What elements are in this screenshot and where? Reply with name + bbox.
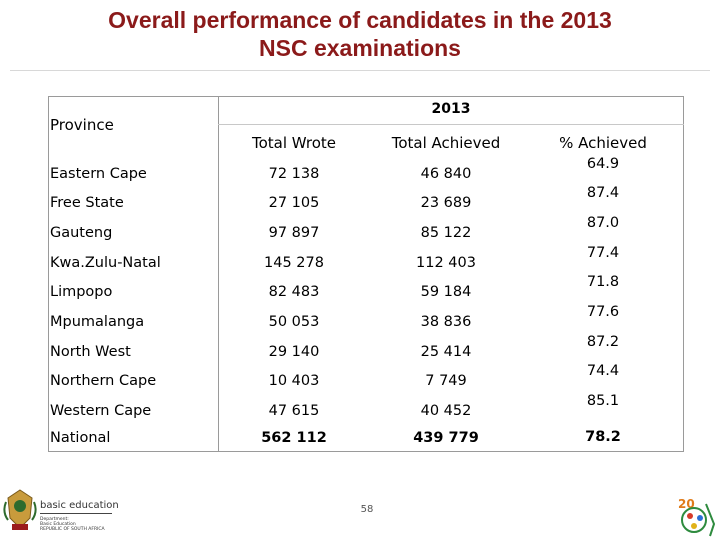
anniversary-logo-icon: 20 bbox=[676, 494, 716, 543]
province-cell: Limpopo bbox=[50, 284, 113, 300]
table-row: Eastern Cape 72 138 46 840 64.9 bbox=[0, 156, 720, 190]
table-row: Western Cape 47 615 40 452 85.1 bbox=[0, 393, 720, 427]
total-wrote-cell: 72 138 bbox=[268, 166, 320, 182]
slide-title: Overall performance of candidates in the… bbox=[0, 6, 720, 62]
page-number: 58 bbox=[360, 504, 374, 515]
table-row: Kwa.Zulu-Natal 145 278 112 403 77.4 bbox=[0, 245, 720, 279]
province-cell: Eastern Cape bbox=[50, 166, 147, 182]
table-row: Free State 27 105 23 689 87.4 bbox=[0, 185, 720, 219]
total-wrote-cell: 29 140 bbox=[268, 344, 320, 360]
department-divider bbox=[40, 513, 112, 514]
table-header-divider bbox=[218, 124, 684, 125]
coat-of-arms-icon bbox=[2, 488, 38, 541]
total-wrote-cell: 27 105 bbox=[268, 195, 320, 211]
percent-achieved-cell: 87.4 bbox=[586, 185, 620, 201]
table-row: Limpopo 82 483 59 184 71.8 bbox=[0, 274, 720, 308]
total-wrote-cell: 145 278 bbox=[264, 255, 324, 271]
title-line-1: Overall performance of candidates in the… bbox=[108, 7, 612, 33]
province-cell: Kwa.Zulu-Natal bbox=[50, 255, 161, 271]
province-cell: Mpumalanga bbox=[50, 314, 145, 330]
table-row: North West 29 140 25 414 87.2 bbox=[0, 334, 720, 368]
table-row: Mpumalanga 50 053 38 836 77.6 bbox=[0, 304, 720, 338]
department-logo-text: basic education Department: Basic Educat… bbox=[40, 500, 119, 532]
total-achieved-cell: 85 122 bbox=[420, 225, 472, 241]
percent-achieved-cell: 77.4 bbox=[586, 245, 620, 261]
province-cell: North West bbox=[50, 344, 131, 360]
column-header-total-achieved: Total Achieved bbox=[391, 134, 501, 152]
percent-achieved-cell: 77.6 bbox=[586, 304, 620, 320]
total-achieved-cell: 25 414 bbox=[420, 344, 472, 360]
total-achieved-cell: 59 184 bbox=[420, 284, 472, 300]
total-wrote-cell: 82 483 bbox=[268, 284, 320, 300]
department-line: REPUBLIC OF SOUTH AFRICA bbox=[40, 527, 105, 532]
column-header-total-wrote: Total Wrote bbox=[251, 134, 337, 152]
total-wrote-cell: 10 403 bbox=[268, 373, 320, 389]
province-header: Province bbox=[50, 116, 114, 134]
total-wrote-cell: 97 897 bbox=[268, 225, 320, 241]
total-achieved-cell: 46 840 bbox=[420, 166, 472, 182]
percent-achieved-cell: 64.9 bbox=[586, 156, 620, 172]
year-header: 2013 bbox=[431, 101, 471, 117]
table-column-divider bbox=[218, 96, 219, 452]
title-line-2: NSC examinations bbox=[259, 35, 461, 61]
percent-achieved-cell: 74.4 bbox=[586, 363, 620, 379]
total-wrote-cell: 50 053 bbox=[268, 314, 320, 330]
province-cell: Free State bbox=[50, 195, 124, 211]
department-name: basic education bbox=[40, 500, 119, 511]
table-row-national: National 562 112 439 779 78.2 bbox=[0, 424, 720, 454]
percent-achieved-cell: 78.2 bbox=[585, 429, 621, 445]
total-achieved-cell: 38 836 bbox=[420, 314, 472, 330]
total-achieved-cell: 112 403 bbox=[416, 255, 476, 271]
total-wrote-cell: 47 615 bbox=[268, 403, 320, 419]
total-wrote-cell: 562 112 bbox=[261, 430, 327, 446]
total-achieved-cell: 40 452 bbox=[420, 403, 472, 419]
percent-achieved-cell: 71.8 bbox=[586, 274, 620, 290]
total-achieved-cell: 23 689 bbox=[420, 195, 472, 211]
total-achieved-cell: 7 749 bbox=[425, 373, 467, 389]
province-cell: Western Cape bbox=[50, 403, 152, 419]
table-row: Gauteng 97 897 85 122 87.0 bbox=[0, 215, 720, 249]
province-cell: Northern Cape bbox=[50, 373, 157, 389]
department-line: Department: bbox=[40, 517, 69, 522]
percent-achieved-cell: 87.2 bbox=[586, 334, 620, 350]
total-achieved-cell: 439 779 bbox=[413, 430, 479, 446]
results-table bbox=[48, 96, 684, 452]
title-divider bbox=[10, 70, 710, 71]
province-cell: Gauteng bbox=[50, 225, 113, 241]
column-header-percent-achieved: % Achieved bbox=[559, 134, 647, 152]
department-line: Basic Education bbox=[40, 522, 76, 527]
percent-achieved-cell: 87.0 bbox=[586, 215, 620, 231]
table-row: Northern Cape 10 403 7 749 74.4 bbox=[0, 363, 720, 397]
percent-achieved-cell: 85.1 bbox=[586, 393, 620, 409]
province-cell: National bbox=[50, 430, 111, 446]
